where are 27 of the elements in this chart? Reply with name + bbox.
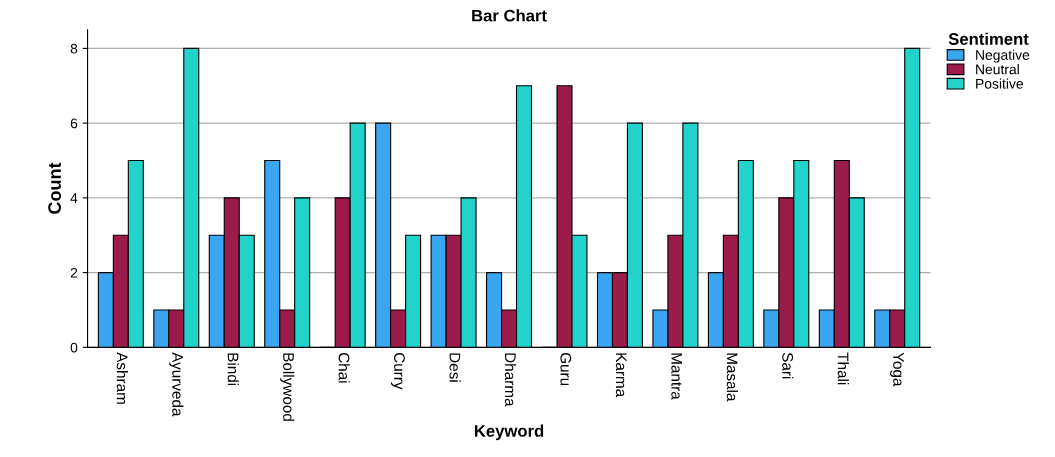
legend-label: Negative [976,49,1030,63]
x-tick-label: Mantra [671,353,682,400]
x-tick-label: Yoga [890,352,904,387]
y-tick-label: 4 [70,193,78,203]
x-tick-label: Bollywood [280,353,295,421]
x-tick-label: Bindi [227,353,239,386]
y-tick-label: 0 [70,342,78,353]
x-tick-label: Ayurveda [169,352,184,417]
x-tick-label: Ashram [116,352,128,404]
x-tick-label: Dharma [504,353,517,407]
x-tick-label: Karma [615,353,627,398]
legend-label: Positive [976,78,1024,89]
x-axis-title: Keyword [474,424,544,441]
x-tick-label: Sari [782,352,794,379]
chart-title: Bar Chart [472,9,547,22]
y-tick-label: 6 [70,118,78,129]
y-tick-label: 2 [70,267,78,278]
x-tick-label: Guru [560,352,572,386]
x-tick-label: Thali [837,352,849,385]
y-tick-label: 8 [70,43,78,54]
y-axis-title: Count [48,162,61,214]
x-tick-label: Masala [726,353,738,402]
legend-label: Neutral [976,64,1019,75]
x-tick-label: Desi [449,353,461,382]
legend-title: Sentiment [948,32,1029,45]
x-tick-label: Curry [391,352,405,390]
x-tick-label: Chai [338,352,350,383]
